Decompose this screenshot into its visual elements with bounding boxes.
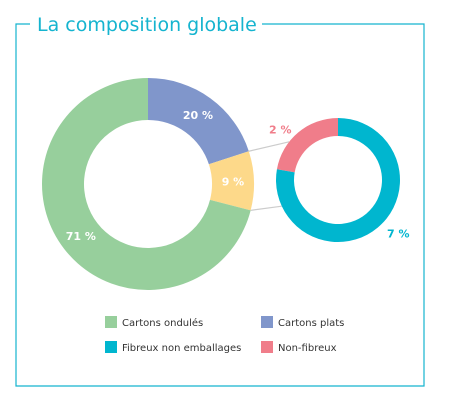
data-label-20: 20 % [183, 109, 213, 122]
chart-title: La composition globale [37, 14, 257, 36]
donut-slice-cartons-plats [148, 78, 249, 165]
legend-label-fibreux-non-emballages: Fibreux non emballages [122, 343, 241, 354]
legend-swatch-non-fibreux [261, 341, 273, 353]
main-donut [41, 78, 254, 290]
legend-swatch-fibreux-non-emballages [105, 341, 117, 353]
legend-item-cartons-ondules: Cartons ondulés [105, 316, 203, 329]
legend-label-non-fibreux: Non-fibreux [278, 343, 337, 354]
donut-slice-cartons-ondules [41, 78, 251, 290]
legend: Cartons ondulés Cartons plats Fibreux no… [105, 316, 344, 354]
legend-item-cartons-plats: Cartons plats [261, 316, 344, 329]
data-label-71: 71 % [66, 230, 96, 243]
legend-label-cartons-plats: Cartons plats [278, 318, 344, 329]
connector-line-bottom [250, 205, 282, 211]
donut-slice-9 [208, 151, 254, 211]
detail-donut [275, 118, 400, 243]
data-label-2: 2 % [269, 123, 292, 136]
legend-item-non-fibreux: Non-fibreux [261, 341, 337, 354]
main-donut-labels: 20 % 9 % 71 % [66, 109, 244, 243]
connector-line-top [248, 141, 290, 152]
connector-lines [248, 141, 290, 211]
data-label-9: 9 % [222, 175, 245, 188]
data-label-7: 7 % [387, 228, 410, 241]
legend-label-cartons-ondules: Cartons ondulés [122, 317, 203, 329]
frame-border [15, 23, 425, 387]
legend-swatch-cartons-plats [261, 316, 273, 328]
legend-swatch-cartons-ondules [105, 316, 117, 328]
detail-donut-labels: 2 % 7 % [269, 123, 409, 240]
legend-item-fibreux-non-emballages: Fibreux non emballages [105, 341, 241, 354]
donut-slice-non-fibreux [276, 118, 338, 173]
